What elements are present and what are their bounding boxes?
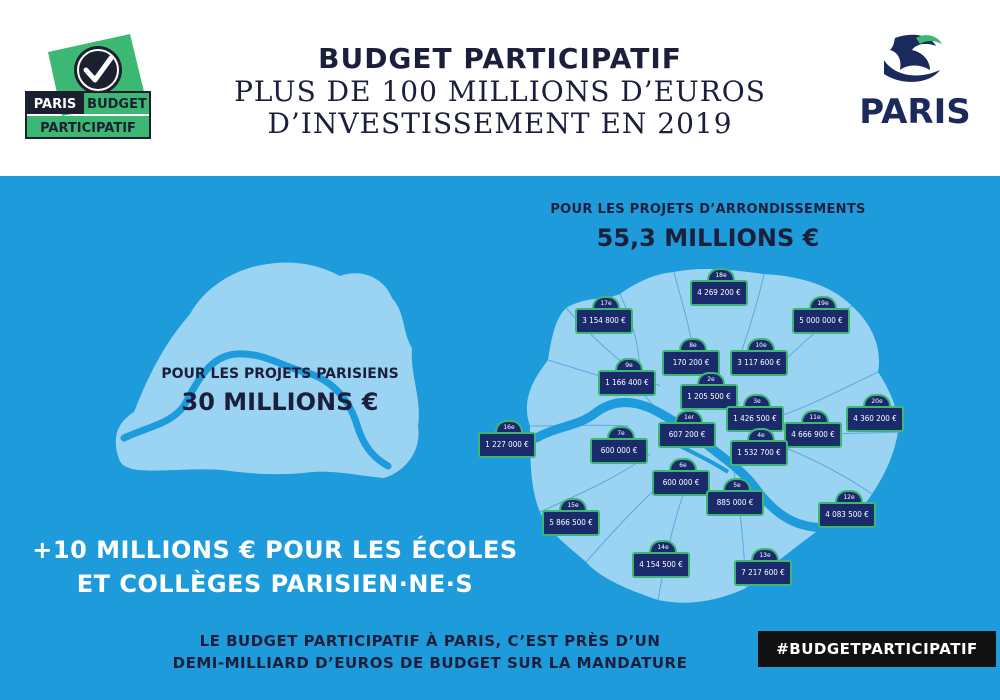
budget-participatif-logo: PARIS BUDGET PARTICIPATIF — [25, 34, 151, 139]
plate-3: 3e 1 426 500 € — [726, 394, 784, 432]
plate-14: 14e 4 154 500 € — [632, 540, 690, 578]
plate-17: 17e 3 154 800 € — [575, 296, 633, 334]
plate-16: 16e 1 227 000 € — [478, 420, 536, 458]
logo-bp-line1: PARIS — [34, 97, 77, 112]
title-line-3: D’INVESTISSEMENT EN 2019 — [267, 107, 733, 140]
plate-4: 4e 1 532 700 € — [730, 428, 788, 466]
hashtag-badge: #BUDGETPARTICIPATIF — [758, 631, 996, 667]
plate-6: 6e 600 000 € — [652, 458, 710, 496]
parisian-projects-amount: 30 MILLIONS € — [181, 388, 379, 416]
arrondissements-amount: 55,3 MILLIONS € — [596, 224, 820, 252]
paris-city-map — [115, 262, 419, 478]
footer-line-1: LE BUDGET PARTICIPATIF À PARIS, C’EST PR… — [199, 632, 661, 650]
plate-10: 10e 3 117 600 € — [730, 338, 788, 376]
title-line-1: BUDGET PARTICIPATIF — [318, 42, 682, 75]
schools-line-2: ET COLLÈGES PARISIEN·NE·S — [76, 570, 474, 598]
plate-18: 18e 4 269 200 € — [690, 268, 748, 306]
plate-2: 2e 1 205 500 € — [680, 372, 738, 410]
plate-20: 20e 4 360 200 € — [846, 394, 904, 432]
plate-12: 12e 4 083 500 € — [818, 490, 876, 528]
plate-8: 8e 170 200 € — [662, 338, 720, 376]
paris-logo-text: PARIS — [859, 92, 971, 132]
page-title: BUDGET PARTICIPATIF PLUS DE 100 MILLIONS… — [210, 42, 790, 140]
seine-river-left — [120, 350, 392, 470]
plate-1: 1er 607 200 € — [658, 410, 716, 448]
footer-line-2: DEMI-MILLIARD D’EUROS DE BUDGET SUR LA M… — [172, 654, 688, 672]
plate-9: 9e 1 166 400 € — [598, 358, 656, 396]
logo-bp-line3: PARTICIPATIF — [40, 121, 136, 136]
schools-line-1: +10 MILLIONS € POUR LES ÉCOLES — [32, 536, 518, 564]
arrondissements-label: POUR LES PROJETS D’ARRONDISSEMENTS — [550, 202, 866, 217]
logo-bp-line2: BUDGET — [87, 97, 147, 112]
paris-ship-icon — [884, 34, 942, 82]
plate-11: 11e 4 666 900 € — [784, 410, 842, 448]
plate-13: 13e 7 217 600 € — [734, 548, 792, 586]
plate-15: 15e 5 866 500 € — [542, 498, 600, 536]
title-line-2: PLUS DE 100 MILLIONS D’EUROS — [234, 75, 766, 108]
main-panel: 18e 4 269 200 € 17e 3 154 800 € 19e 5 000 0… — [0, 176, 1000, 700]
paris-logo: PARIS — [850, 30, 980, 140]
plate-7: 7e 600 000 € — [590, 426, 648, 464]
plate-5: 5e 885 000 € — [706, 478, 764, 516]
parisian-projects-label: POUR LES PROJETS PARISIENS — [161, 366, 399, 382]
plate-19: 19e 5 000 000 € — [792, 296, 850, 334]
header: PARIS BUDGET PARTICIPATIF BUDGET PARTICI… — [0, 0, 1000, 176]
